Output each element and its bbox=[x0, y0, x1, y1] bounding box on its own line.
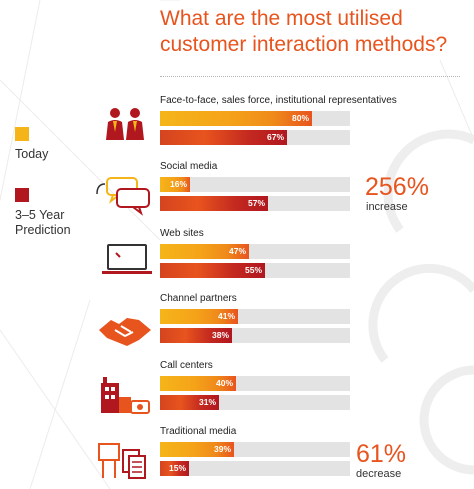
bar-today bbox=[160, 309, 238, 324]
bar-value-label: 67% bbox=[266, 132, 284, 142]
bar-value-label: 41% bbox=[217, 311, 235, 321]
bar-value-label: 47% bbox=[228, 246, 246, 256]
bar-today bbox=[160, 244, 249, 259]
bar-prediction bbox=[160, 263, 265, 278]
bar-prediction bbox=[160, 461, 189, 476]
category-label: Social media bbox=[160, 161, 218, 172]
legend-label-prediction: 3–5 Year Prediction bbox=[15, 208, 105, 238]
category-label: Traditional media bbox=[160, 426, 237, 437]
increase-label: increase bbox=[366, 201, 408, 213]
legend-label-today: Today bbox=[15, 147, 49, 161]
category-label: Web sites bbox=[160, 228, 204, 239]
speech-bubbles-icon bbox=[96, 177, 150, 216]
bar-value-label: 80% bbox=[291, 113, 309, 123]
bar-prediction bbox=[160, 196, 268, 211]
bar-prediction bbox=[160, 395, 219, 410]
bar-prediction bbox=[160, 130, 287, 145]
legend-swatch-prediction bbox=[15, 188, 29, 202]
bar-value-label: 15% bbox=[168, 463, 186, 473]
chart-title: What are the most utilised customer inte… bbox=[160, 7, 448, 56]
title-divider bbox=[160, 76, 460, 77]
decrease-percent: 61% bbox=[356, 440, 407, 468]
legend-label-prediction-text: 3–5 Year Prediction bbox=[15, 208, 71, 237]
billboard-documents-icon bbox=[98, 443, 146, 479]
category-label: Call centers bbox=[160, 360, 213, 371]
bar-value-label: 31% bbox=[198, 397, 216, 407]
bar-track bbox=[160, 177, 350, 192]
bar-prediction bbox=[160, 328, 232, 343]
legend-swatch-today bbox=[15, 127, 29, 141]
bar-today bbox=[160, 442, 234, 457]
bar-value-label: 39% bbox=[213, 444, 231, 454]
bar-value-label: 55% bbox=[244, 265, 262, 275]
bar-today bbox=[160, 376, 236, 391]
handshake-icon bbox=[99, 318, 151, 346]
category-label: Channel partners bbox=[160, 293, 237, 304]
bar-today bbox=[160, 111, 312, 126]
bar-value-label: 57% bbox=[247, 198, 265, 208]
laptop-icon bbox=[102, 244, 152, 274]
increase-percent: 256% bbox=[365, 173, 429, 201]
bar-value-label: 40% bbox=[215, 378, 233, 388]
decrease-label: decrease bbox=[356, 468, 402, 480]
factory-phone-icon bbox=[101, 377, 150, 414]
bar-value-label: 38% bbox=[211, 330, 229, 340]
category-label: Face-to-face, sales force, institutional… bbox=[160, 95, 397, 106]
bar-value-label: 16% bbox=[169, 179, 187, 189]
people-icon bbox=[106, 108, 144, 140]
bar-today bbox=[160, 177, 190, 192]
bar-track bbox=[160, 461, 350, 476]
